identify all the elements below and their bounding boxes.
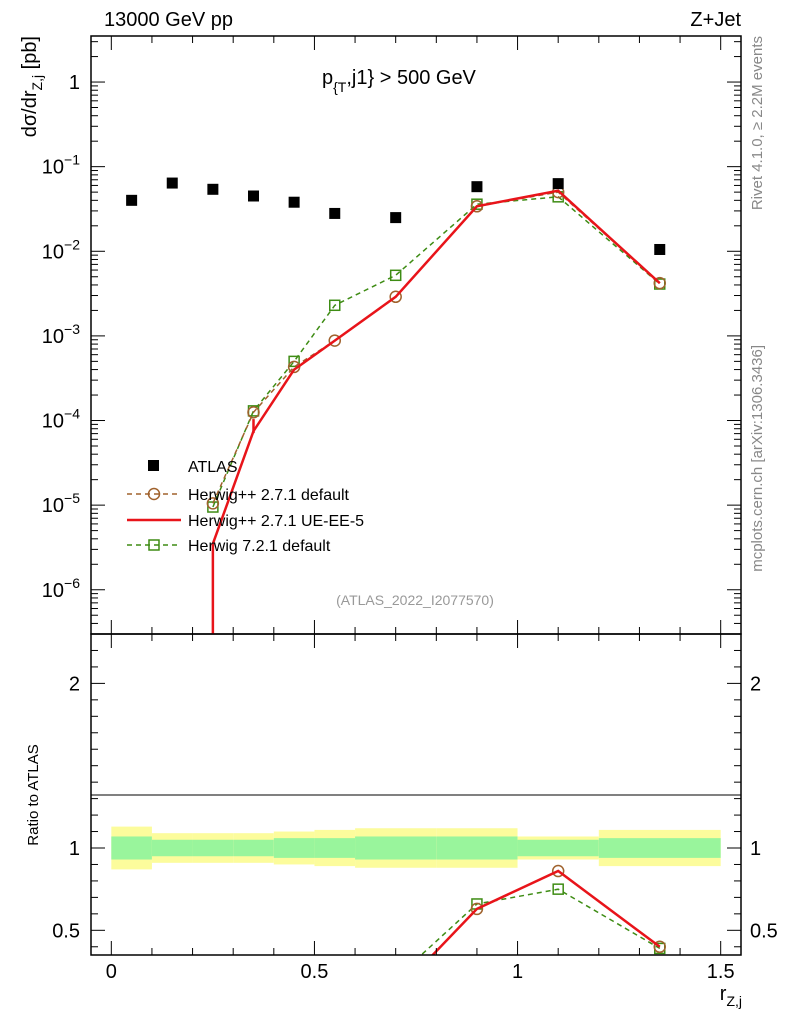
ratio-stat-band [598, 838, 721, 858]
legend-herwigpp-ueee5-label: Herwig++ 2.7.1 UE-EE-5 [188, 513, 364, 530]
ratio-stat-band [151, 839, 193, 857]
ratio-herwigpp-default-point [551, 864, 565, 878]
ratio-stat-band [111, 836, 152, 860]
ratio-plot-panel: 0.5 0.5 1 1 2 2 0 0.5 1 1.5 Ratio to ATLAS rZ,j [25, 633, 778, 1009]
main-series-line [211, 189, 661, 545]
main-axis-ticks [91, 36, 741, 635]
main-herwigpp-default-point [653, 276, 666, 290]
x-axis-label: rZ,j [720, 983, 742, 1009]
main-y-axis-label: dσ/drZ,j [pb] [19, 36, 45, 137]
ratio-stat-band [192, 839, 234, 857]
legend-atlas-marker [148, 460, 159, 471]
legend-atlas-label: ATLAS [188, 459, 238, 476]
main-atlas-point [248, 190, 259, 202]
ratio-stat-band [517, 839, 599, 857]
main-atlas-point [471, 181, 483, 193]
main-atlas-point [126, 194, 138, 206]
ratio-x-tick-labels: 0 0.5 1 1.5 [106, 961, 735, 983]
ratio-y-tick-label-right: 1 [750, 838, 761, 860]
ratio-stat-band [314, 838, 356, 858]
legend-herwigpp-default-marker [147, 487, 161, 501]
ratio-series-layer [390, 864, 666, 999]
ratio-stat-band [355, 836, 437, 860]
main-y-tick-label: 10−5 [42, 490, 80, 517]
x-tick-label: 1 [512, 961, 523, 983]
main-atlas-point [654, 243, 666, 255]
ratio-y-tick-label: 1 [69, 838, 80, 860]
main-atlas-point [288, 196, 300, 208]
main-plot-panel: 10−6 10−5 10−4 10−3 10−2 10−1 1 p{T,j1} > 500 … [19, 35, 742, 635]
main-y-tick-label: 10−6 [42, 575, 80, 602]
ratio-axis-ticks [91, 633, 741, 955]
main-herwig7-point [389, 269, 402, 282]
main-y-tick-label: 1 [69, 72, 80, 94]
main-herwigpp-default-point [389, 290, 402, 304]
main-herwigpp-default-point [328, 334, 341, 347]
main-series-layer [126, 177, 666, 634]
main-atlas-point [390, 212, 402, 224]
ratio-herwigpp-default-point [470, 902, 484, 916]
ratio-stat-band [233, 839, 274, 857]
main-y-tick-label: 10−2 [42, 236, 80, 263]
main-y-tick-labels: 10−6 10−5 10−4 10−3 10−2 10−1 1 [42, 72, 80, 602]
ratio-uncertainty-bands [111, 826, 721, 870]
ratio-y-tick-labels: 0.5 0.5 1 1 2 2 [52, 673, 778, 942]
ratio-y-tick-label: 0.5 [52, 920, 80, 942]
ratio-herwigpp-default-point [653, 940, 666, 954]
ratio-plot-frame [90, 633, 742, 956]
main-atlas-point [329, 207, 341, 219]
legend-herwigpp-default-label: Herwig++ 2.7.1 default [188, 487, 350, 504]
ratio-y-tick-label-right: 0.5 [750, 920, 778, 942]
ratio-series-line [420, 888, 661, 955]
legend-herwig7-label: Herwig 7.2.1 default [188, 538, 331, 555]
main-y-tick-label: 10−4 [42, 406, 80, 433]
ratio-stat-band [273, 838, 315, 858]
x-tick-label: 0.5 [301, 961, 329, 983]
main-series-line [212, 196, 661, 508]
process-label: Z+Jet [690, 9, 741, 31]
main-atlas-point [207, 183, 219, 195]
main-y-tick-label: 10−1 [42, 152, 80, 179]
ratio-y-tick-label-right: 2 [750, 673, 761, 695]
ratio-herwig7-point [552, 883, 564, 895]
ratio-herwig7-point [391, 973, 401, 983]
ratio-stat-band [436, 836, 518, 860]
main-atlas-point [166, 177, 178, 189]
ratio-series-line [430, 869, 661, 955]
rivet-version-label: Rivet 4.1.0, ≥ 2.2M events [749, 36, 766, 210]
main-herwigpp-default-point [206, 497, 220, 510]
x-tick-label: 0 [106, 961, 117, 983]
analysis-tag: (ATLAS_2022_I2077570) [336, 592, 494, 608]
main-y-tick-label: 10−3 [42, 321, 80, 348]
ratio-series-line [431, 870, 661, 955]
ratio-y-tick-label: 2 [69, 673, 80, 695]
main-herwig7-point [329, 299, 341, 312]
x-tick-label: 1.5 [707, 961, 735, 983]
main-herwig7-point [288, 355, 300, 368]
ratio-y-axis-label: Ratio to ATLAS [25, 744, 42, 845]
main-herwigpp-default-point [247, 406, 260, 419]
main-atlas-point [552, 178, 564, 190]
ratio-herwigpp-default-point [390, 988, 401, 999]
mcplots-label: mcplots.cern.ch [arXiv:1306.3436] [749, 345, 766, 572]
legend-herwig7-marker [148, 539, 160, 551]
collision-energy-label: 13000 GeV pp [104, 9, 233, 31]
legend: ATLAS Herwig++ 2.7.1 default Herwig++ 2.… [127, 459, 364, 555]
panel-title: p{T,j1} > 500 GeV [322, 67, 477, 95]
